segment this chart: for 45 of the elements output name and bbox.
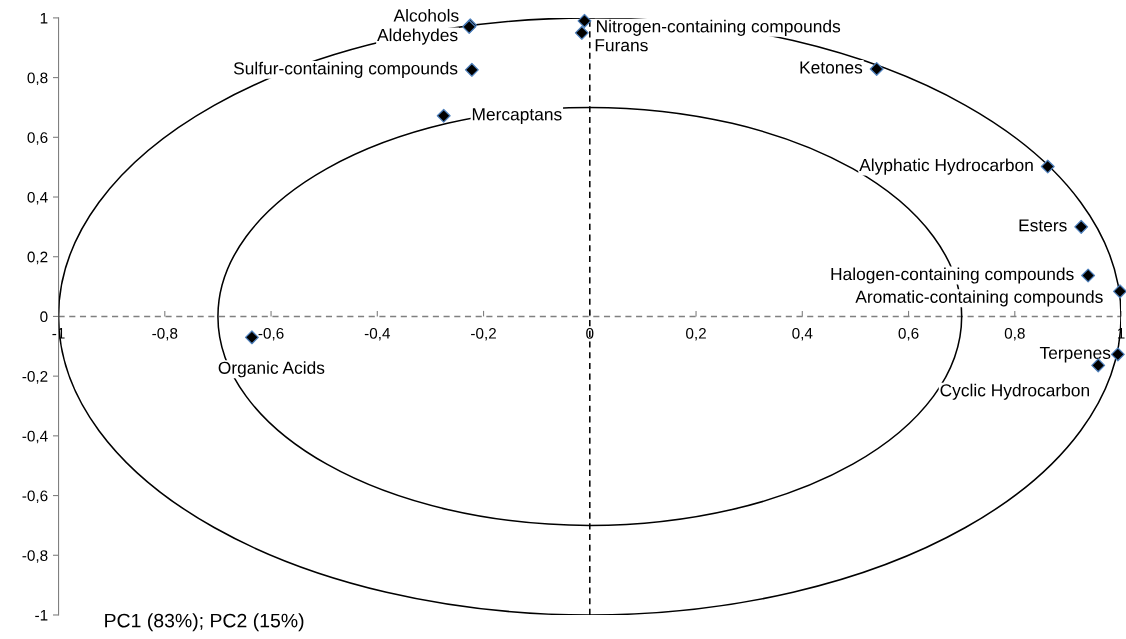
y-tick-label: 1 — [40, 12, 48, 24]
y-tick-label: -0,2 — [22, 371, 48, 384]
series-label: Sulfur-containing compounds — [233, 61, 458, 78]
x-tick-label: -0,8 — [152, 327, 178, 341]
y-tick-label: 0,6 — [27, 132, 48, 145]
point — [869, 61, 884, 76]
series-label: Esters — [1019, 219, 1067, 232]
y-tick-label: -0,4 — [22, 430, 48, 444]
series-label: Organic Acids — [218, 361, 325, 378]
x-tick-label: 0,4 — [792, 327, 813, 341]
series-label: Alcohols — [393, 8, 459, 22]
y-tick-label: 0 — [40, 311, 48, 323]
series-label: Aromatic-containing compounds — [855, 290, 1103, 307]
point — [577, 13, 592, 28]
series-label: Halogen-containing compounds — [831, 267, 1074, 284]
y-tick-label: -0,8 — [22, 550, 48, 563]
series-label: Terpenes — [1039, 346, 1111, 363]
series-label: Cyclic Hydrocarbon — [940, 383, 1089, 400]
series-label: Ketones — [800, 61, 863, 74]
x-tick-label: -0,4 — [364, 327, 391, 341]
x-tick-label: -0,2 — [471, 327, 496, 341]
point — [464, 62, 479, 77]
x-tick-label: 0,8 — [1004, 327, 1025, 341]
point — [1074, 219, 1089, 234]
point — [1112, 284, 1126, 299]
point — [244, 330, 259, 345]
y-tick-label: -1 — [35, 610, 48, 621]
x-tick-label: 0,6 — [898, 327, 919, 341]
series-label: Nitrogen-containing compounds — [597, 19, 841, 36]
series-label: Mercaptans — [472, 108, 562, 124]
y-tick-label: -0,6 — [22, 490, 48, 504]
point — [1110, 347, 1125, 362]
point — [1040, 159, 1055, 174]
series-label: Alyphatic Hydrocarbon — [859, 158, 1033, 175]
y-tick-label: 0,8 — [27, 72, 48, 86]
annotation: PC1 (83%); PC2 (15%) — [105, 613, 304, 632]
series-label: Furans — [595, 39, 648, 52]
x-tick-label: 0,2 — [686, 327, 706, 341]
x-tick-label: -0,6 — [258, 327, 284, 341]
y-tick-label: 0,2 — [27, 251, 48, 265]
series-label: Aldehydes — [377, 28, 458, 45]
point — [436, 108, 451, 123]
point — [1081, 268, 1096, 283]
point — [574, 25, 589, 40]
y-tick-label: 0,4 — [27, 191, 48, 205]
